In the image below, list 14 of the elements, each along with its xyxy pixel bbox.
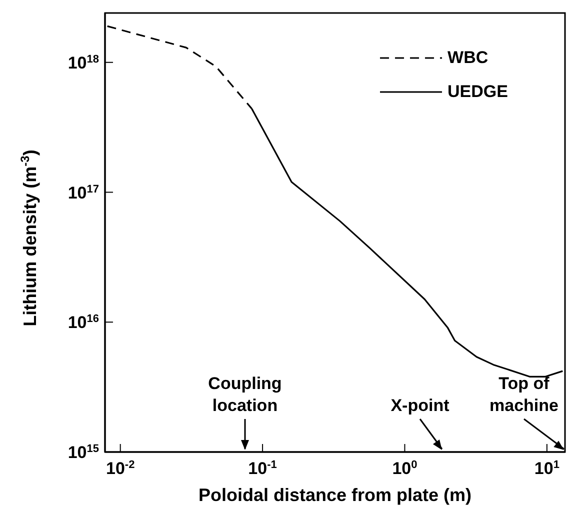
y-tick-label: 10$^{17}$ [68,183,99,202]
legend-label: UEDGE [448,82,508,102]
annotation: X-point [390,396,450,415]
y-tick-label: 10$^{18}$ [68,53,99,72]
x-axis-title: Poloidal distance from plate (m) [198,485,472,505]
annotation: Top of machine [490,374,558,415]
x-tick-label: 10$^{1}$ [534,459,560,478]
x-tick-label: 10$^{-2}$ [106,459,135,478]
annotation: Coupling location [208,374,282,415]
legend-label: WBC [448,48,488,68]
x-tick-label: 10$^{0}$ [392,459,418,478]
y-tick-label: 10$^{16}$ [68,313,99,332]
y-tick-label: 10$^{15}$ [68,443,99,462]
x-tick-label: 10$^{-1}$ [248,459,277,478]
